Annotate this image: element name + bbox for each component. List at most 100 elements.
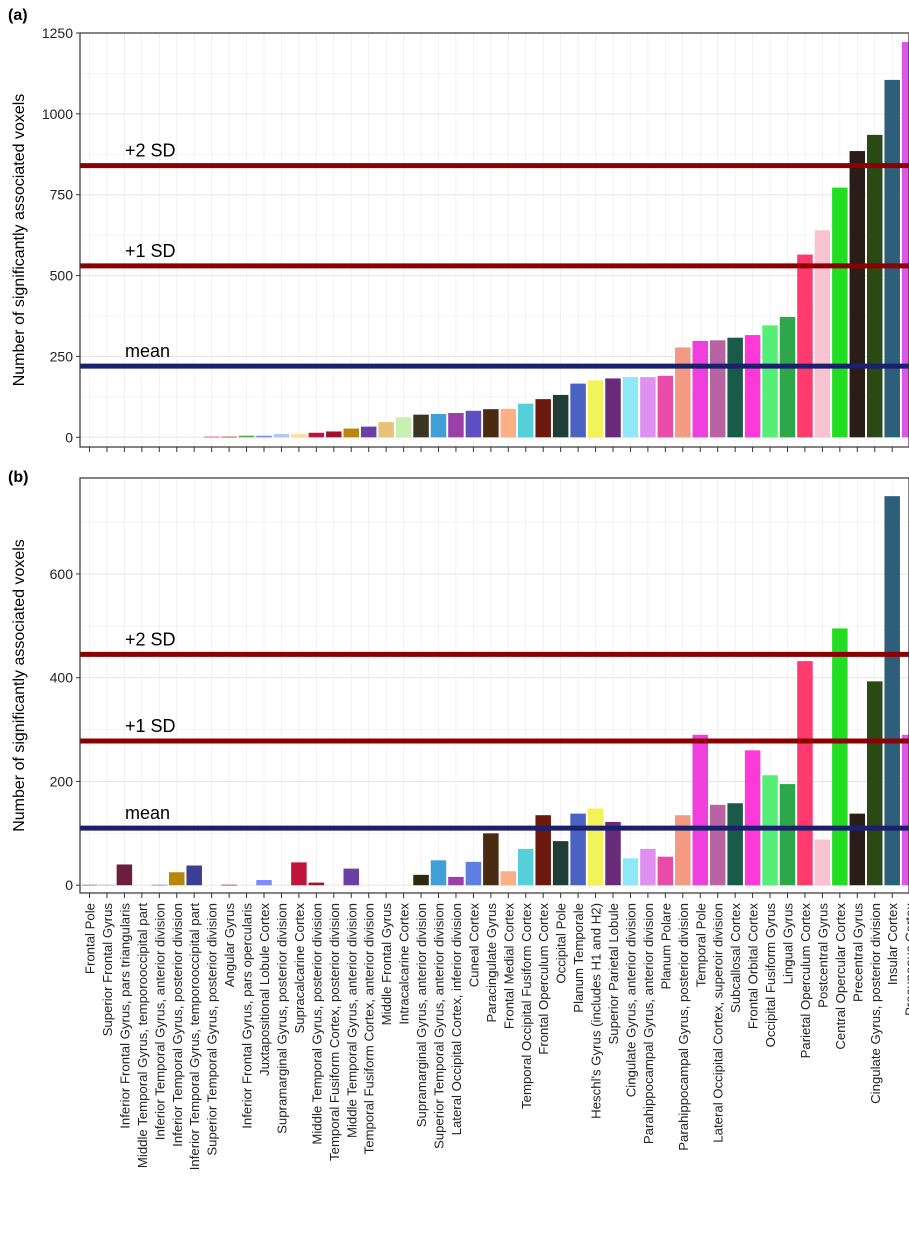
x-tick-label: Precentral Gyrus [850, 903, 865, 1002]
y-tick-label: 0 [65, 429, 73, 445]
bar-planum-polare [657, 856, 674, 886]
bar-insular-cortex [884, 79, 900, 438]
x-tick-label: Middle Temporal Gyrus, anterior division [344, 903, 359, 1138]
bar-occipital-fusiform-gyrus [762, 325, 778, 438]
x-tick-label: Superior Temporal Gyrus, posterior divis… [205, 903, 220, 1156]
bar-lateral-occipital-cortex-superoir-division [709, 804, 726, 886]
x-tick-label: Lingual Gyrus [781, 903, 796, 985]
x-tick-label: Lateral Occipital Cortex, inferior divis… [449, 903, 464, 1135]
y-tick-label: 1000 [42, 106, 73, 122]
x-tick-label: Superior Frontal Gyrus [100, 903, 115, 1037]
bar-frontal-operculum-cortex [535, 399, 551, 438]
bar-precentral-gyrus [849, 813, 866, 886]
bar-insular-cortex [884, 496, 900, 886]
bar-postcentral-gyrus [814, 230, 831, 438]
x-tick-label: Parahippocampal Gyrus, posterior divisio… [676, 903, 691, 1151]
x-tick-label: Postcentral Gyrus [815, 903, 830, 1008]
reference-label-mean: mean [125, 341, 170, 361]
bar-juxtapositional-lobule-cortex [256, 880, 272, 886]
x-tick-label: Lateral Occipital Cortex, superoir divis… [711, 903, 726, 1143]
bar-middle-temporal-gyrus-anterior-division [343, 428, 359, 438]
bar-paracingulate-gyrus [483, 833, 499, 886]
bar-postcentral-gyrus [814, 839, 831, 886]
bar-superior-temporal-gyrus-anterior-division [430, 860, 447, 886]
x-tick-label: Temporal Fusiform Cortex, posterior divi… [327, 903, 342, 1161]
bar-supramarginal-gyrus-anterior-division [413, 414, 429, 438]
bar-lingual-gyrus [779, 784, 796, 886]
bar-precuneous-cortex [901, 734, 909, 886]
bar-heschl-s-gyrus-includes-h1-and-h2 [587, 808, 604, 886]
x-tick-label: Parahippocampal Gyrus, anterior division [641, 903, 656, 1144]
y-tick-label: 500 [50, 268, 74, 284]
bar-planum-temporale [570, 383, 586, 438]
bar-frontal-orbital-cortex [744, 750, 761, 886]
bar-middle-temporal-gyrus-anterior-division [343, 868, 359, 886]
y-tick-label: 400 [50, 670, 74, 686]
bar-parietal-operculum-cortex [797, 661, 813, 886]
x-tick-label: Middle Temporal Gyrus, temporooccipital … [135, 903, 150, 1168]
bar-lingual-gyrus [779, 316, 796, 438]
x-tick-label: Supramarginal Gyrus, posterior division [274, 903, 289, 1134]
panel-label: (b) [8, 469, 28, 486]
bar-precuneous-cortex [901, 42, 909, 438]
bar-lateral-occipital-cortex-inferior-division [448, 876, 464, 886]
x-tick-label: Inferior Frontal Gyrus, pars triangulari… [117, 903, 132, 1129]
bar-superior-parietal-lobule [605, 821, 621, 886]
chart-panel-b: mean +1 SD +2 SD 0 200 400 600 Number of signif… [8, 469, 909, 1170]
x-tick-label: Cingulate Gyrus, anterior division [623, 903, 638, 1097]
reference-label-mean: mean [125, 803, 170, 823]
x-tick-label: Intracalcarine Cortex [397, 903, 412, 1025]
bar-temporal-occipital-fusiform-cortex [518, 848, 534, 886]
bar-occipital-pole [552, 394, 569, 438]
bar-inferior-frontal-gyrus-pars-triangularis [116, 864, 133, 886]
bar-angular-gyrus [221, 884, 237, 886]
x-tick-label: Central Opercular Cortex [833, 903, 848, 1050]
bar-planum-temporale [570, 813, 586, 886]
bar-cingulate-gyrus-anterior-division [622, 377, 639, 438]
y-tick-label: 250 [50, 348, 74, 364]
x-tick-label: Temporal Pole [693, 903, 708, 987]
y-tick-label: 0 [65, 877, 73, 893]
bar-frontal-pole [81, 884, 98, 886]
reference-lines [80, 651, 909, 831]
x-tick-label: Middle Temporal Gyrus, posterior divisio… [309, 903, 324, 1145]
x-tick-label: Occipital Fusiform Gyrus [763, 903, 778, 1048]
bar-parahippocampal-gyrus-anterior-division [640, 848, 656, 886]
bar-temporal-occipital-fusiform-cortex [518, 403, 534, 438]
x-tick-label: Frontal Operculum Cortex [536, 903, 551, 1055]
bar-parahippocampal-gyrus-anterior-division [640, 377, 656, 438]
x-tick-label: Occipital Pole [554, 903, 569, 984]
x-tick-label: Superior Temporal Gyrus, anterior divisi… [432, 903, 447, 1149]
x-tick-label: Planum Temporale [571, 903, 586, 1013]
bar-superior-temporal-gyrus-posterior-division [203, 436, 220, 438]
bar-juxtapositional-lobule-cortex [256, 435, 272, 438]
bar-parahippocampal-gyrus-posterior-division [675, 815, 691, 886]
bar-superior-frontal-gyrus [99, 884, 115, 886]
x-tick-label: Inferior Temporal Gyrus, anterior divisi… [152, 903, 167, 1140]
bar-inferior-temporal-gyrus-anterior-division [151, 884, 168, 886]
bar-inferior-temporal-gyrus-posterior-division [169, 872, 185, 886]
bar-temporal-pole [692, 734, 708, 886]
x-tick-label: Supramarginal Gyrus, anterior division [414, 903, 429, 1127]
bar-supracalcarine-cortex [291, 862, 307, 886]
bar-heschl-s-gyrus-includes-h1-and-h2 [587, 380, 604, 438]
bar-central-opercular-cortex [832, 628, 848, 886]
y-tick-label: 750 [50, 187, 74, 203]
x-tick-label: Paracingulate Gyrus [484, 903, 499, 1023]
reference-lines [80, 163, 909, 369]
x-tick-label: Frontal Medial Cortex [501, 903, 516, 1029]
y-tick-label: 200 [50, 773, 74, 789]
bar-middle-temporal-gyrus-posterior-division [308, 882, 325, 886]
bar-temporal-fusiform-cortex-posterior-division [326, 431, 342, 438]
bar-parahippocampal-gyrus-posterior-division [675, 347, 691, 438]
x-tick-label: Subcallosal Cortex [728, 903, 743, 1013]
bar-cingulate-gyrus-posterior-division [867, 134, 883, 438]
bar-temporal-fusiform-cortex-anterior-division [360, 426, 377, 438]
bar-supracalcarine-cortex [291, 434, 307, 438]
bar-cuneal-cortex [465, 861, 482, 886]
x-tick-label: Temporal Fusiform Cortex, anterior divis… [362, 903, 377, 1154]
bar-precentral-gyrus [849, 151, 866, 438]
x-tick-labels: Frontal Pole Superior Frontal Gyrus Inferi… [83, 903, 909, 1171]
x-tick-label: Frontal Pole [83, 903, 98, 974]
